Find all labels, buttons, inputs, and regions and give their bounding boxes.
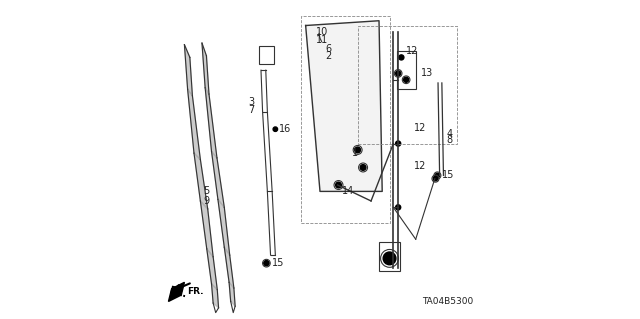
Circle shape	[435, 173, 440, 178]
Circle shape	[355, 147, 360, 153]
Text: 11: 11	[316, 35, 328, 45]
Text: 7: 7	[248, 105, 255, 115]
Bar	[379, 242, 400, 271]
Polygon shape	[229, 282, 235, 306]
Polygon shape	[218, 199, 230, 255]
Circle shape	[335, 182, 341, 188]
Bar	[259, 46, 274, 64]
Bar	[397, 51, 416, 89]
Text: 3: 3	[248, 97, 255, 107]
Polygon shape	[207, 249, 218, 290]
Polygon shape	[212, 152, 224, 207]
Circle shape	[399, 55, 404, 60]
Text: 16: 16	[279, 124, 291, 134]
Polygon shape	[200, 201, 213, 257]
Circle shape	[264, 261, 269, 266]
Circle shape	[396, 141, 401, 146]
Polygon shape	[184, 45, 193, 96]
Polygon shape	[224, 247, 234, 288]
Polygon shape	[168, 282, 184, 301]
Circle shape	[396, 71, 401, 76]
Text: 6: 6	[326, 44, 332, 55]
Text: 1: 1	[352, 148, 358, 158]
Text: 15: 15	[271, 258, 284, 268]
Text: 2: 2	[326, 51, 332, 61]
Text: 9: 9	[204, 196, 210, 206]
Text: 4: 4	[447, 129, 452, 139]
Circle shape	[396, 205, 401, 210]
Text: FR.: FR.	[168, 285, 188, 299]
Text: 10: 10	[316, 27, 328, 37]
Polygon shape	[205, 88, 217, 158]
Circle shape	[433, 176, 438, 181]
Polygon shape	[188, 89, 200, 160]
Circle shape	[273, 127, 278, 131]
Circle shape	[383, 252, 396, 265]
Polygon shape	[202, 43, 209, 94]
Text: 12: 12	[406, 46, 419, 56]
Polygon shape	[306, 21, 382, 191]
Polygon shape	[212, 284, 218, 308]
Circle shape	[404, 77, 409, 82]
Text: FR.: FR.	[187, 287, 203, 296]
Text: 14: 14	[342, 186, 355, 197]
Text: 15: 15	[442, 170, 454, 181]
Text: 13: 13	[420, 68, 433, 78]
Text: 12: 12	[414, 122, 426, 133]
Text: TA04B5300: TA04B5300	[422, 297, 474, 306]
Circle shape	[360, 165, 366, 170]
Text: 5: 5	[204, 186, 210, 197]
Text: 8: 8	[447, 135, 452, 145]
Circle shape	[264, 261, 269, 265]
Polygon shape	[194, 153, 208, 209]
Text: 12: 12	[414, 161, 426, 171]
